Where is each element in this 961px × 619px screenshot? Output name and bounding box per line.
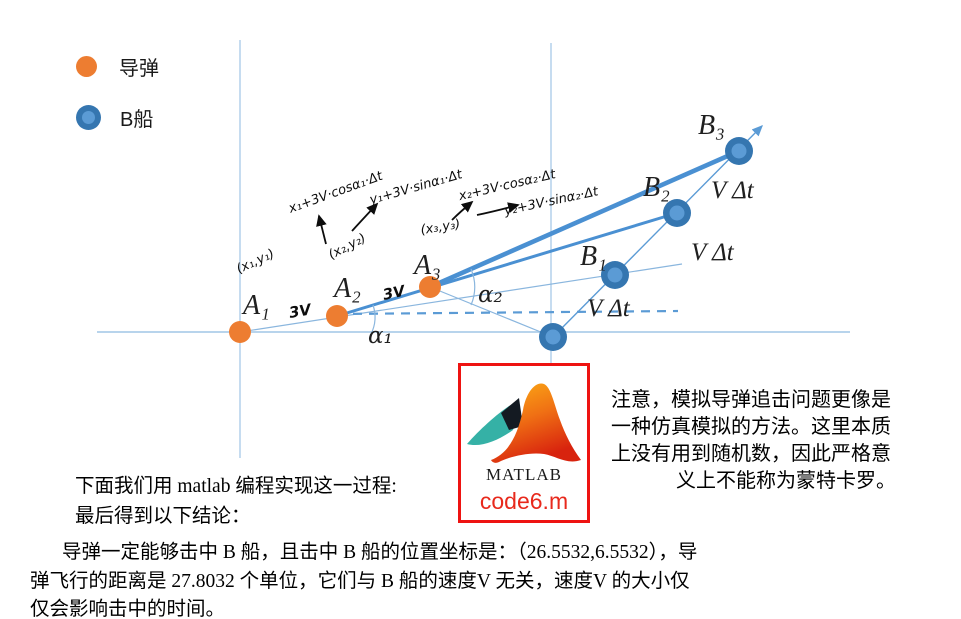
annotation-arrow-3-icon bbox=[476, 202, 520, 216]
ship-dot-icon bbox=[76, 105, 101, 130]
ship-trajectory-arrow bbox=[552, 125, 763, 338]
body-line-2: 最后得到以下结论： bbox=[75, 506, 251, 527]
legend-row-ship: B船 bbox=[76, 103, 159, 132]
note-line-1: 注意，模拟导弹追击问题更像是 bbox=[611, 389, 891, 411]
label-vdt-2: V Δt bbox=[691, 239, 735, 266]
label-b2: B₂ bbox=[643, 172, 670, 203]
matlab-code-box: MATLAB code6.m bbox=[458, 363, 590, 523]
body-para-line-1: 导弹一定能够击中 B 船，且击中 B 船的位置坐标是：（26.5532,6.55… bbox=[62, 542, 698, 563]
note-line-2: 一种仿真模拟的方法。这里本质 bbox=[611, 416, 891, 438]
label-3v-1: 3V bbox=[288, 300, 314, 322]
annotation-arrow-up-icon bbox=[316, 214, 327, 245]
alpha1-arc bbox=[370, 304, 376, 335]
label-3v-2: 3V bbox=[381, 281, 408, 303]
matlab-logo-icon bbox=[467, 383, 581, 463]
missile-path-a3-b3 bbox=[429, 148, 740, 290]
label-alpha2: α₂ bbox=[478, 282, 503, 308]
annotation-coord2: (x₂,y₂) bbox=[326, 231, 368, 263]
ship-dot-b2 bbox=[663, 199, 691, 227]
legend-missile-label: 导弹 bbox=[119, 58, 159, 80]
annotation-arrow-2-icon bbox=[451, 200, 474, 221]
body-para-line-2: 弹飞行的距离是 27.8032 个单位，它们与 B 船的速度V 无关，速度V 的… bbox=[30, 571, 690, 592]
ship-dot-b0 bbox=[539, 323, 567, 351]
label-a1: A₁ bbox=[241, 290, 270, 321]
note-line-4: 义上不能称为蒙特卡罗。 bbox=[676, 470, 896, 492]
annotation-arrow-1-icon bbox=[351, 202, 379, 232]
alpha2-arc bbox=[470, 268, 476, 306]
pursuit-diagram: A₁ A₂ A₃ B₁ B₂ B₃ α₁ α₂ V Δt V Δt V Δt 3… bbox=[97, 40, 850, 458]
matlab-filename: code6.m bbox=[479, 488, 569, 514]
ship-dot-b3 bbox=[725, 137, 753, 165]
missile-dot-a2 bbox=[326, 305, 348, 327]
annotation-coord3: (x₃,y₃) bbox=[419, 217, 461, 238]
missile-dot-a3 bbox=[419, 276, 441, 298]
label-a2: A₂ bbox=[332, 273, 361, 304]
label-a3: A₃ bbox=[412, 250, 441, 281]
missile-dot-icon bbox=[76, 56, 97, 77]
annotation-formula-y1: y₁+3V·sinα₁·Δt bbox=[367, 167, 465, 208]
label-vdt-1: V Δt bbox=[587, 295, 631, 322]
missile-dot-a1 bbox=[229, 321, 251, 343]
note-line-3: 上没有用到随机数，因此严格意 bbox=[611, 443, 891, 465]
legend-ship-label: B船 bbox=[120, 109, 154, 131]
legend: 导弹 B船 bbox=[76, 52, 159, 154]
note-block: 注意，模拟导弹追击问题更像是 一种仿真模拟的方法。这里本质 上没有用到随机数，因… bbox=[611, 387, 961, 495]
label-b1: B₁ bbox=[580, 241, 607, 272]
label-vdt-3: V Δt bbox=[711, 177, 755, 204]
ship-dot-inner bbox=[82, 111, 95, 124]
label-b3: B₃ bbox=[698, 110, 725, 141]
dashed-horizontal-line bbox=[336, 309, 679, 316]
matlab-brand-text: MATLAB bbox=[486, 465, 562, 484]
missile-path-a2-b2 bbox=[336, 211, 678, 318]
aim-line-a3-b0 bbox=[429, 286, 554, 338]
legend-row-missile: 导弹 bbox=[76, 52, 159, 81]
ship-dot-b1 bbox=[601, 261, 629, 289]
body-line-1: 下面我们用 matlab 编程实现这一过程: bbox=[75, 476, 397, 497]
body-para-line-3: 仅会影响击中的时间。 bbox=[30, 599, 226, 619]
label-alpha1: α₁ bbox=[368, 323, 393, 349]
